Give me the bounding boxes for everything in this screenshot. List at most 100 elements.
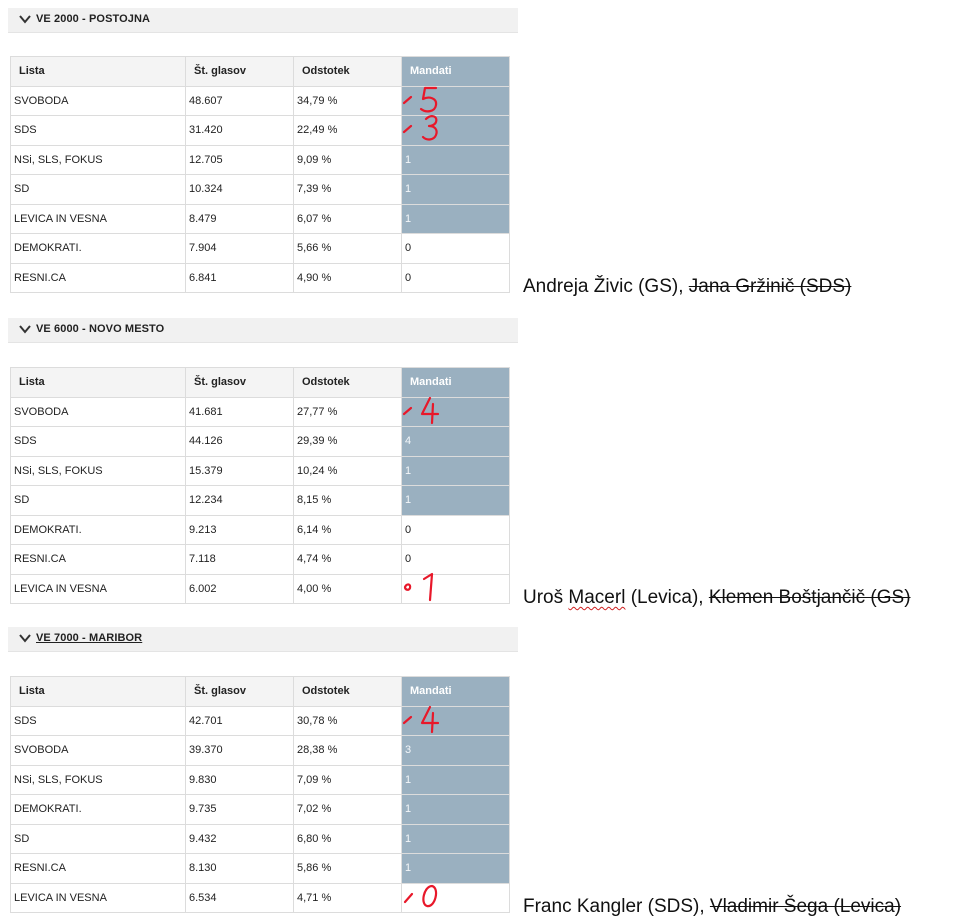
handwritten-mark: 1 (403, 572, 434, 601)
handwritten-mark: 4 (402, 396, 440, 424)
cell-mandati: 1 (401, 823, 510, 854)
cell-lista: SVOBODA (10, 85, 186, 116)
note-spellcheck-word: Macerl (568, 587, 626, 608)
col-header-mandati: Mandati (401, 367, 510, 398)
cell-glasovi: 6.534 (185, 882, 294, 913)
cell-lista: LEVICA IN VESNA (10, 882, 186, 913)
handwritten-mark: 0 (403, 884, 438, 907)
cell-odstotek: 30,78 % (293, 705, 402, 736)
cell-lista: SD (10, 485, 186, 516)
cell-glasovi: 31.420 (185, 115, 294, 146)
note-prefix: Uroš (523, 587, 569, 608)
table-row: SVOBODA 48.607 34,79 % 5 (10, 85, 510, 116)
candidate-note-postojna: Andreja Živic (GS), Jana Gržinič (SDS) (523, 276, 851, 298)
note-name: Franc Kangler (SDS), (523, 896, 710, 917)
cell-glasovi: 44.126 (185, 426, 294, 457)
table-header-row: Lista Št. glasov Odstotek Mandati (10, 367, 510, 398)
cell-odstotek: 4,90 % (293, 262, 402, 293)
cell-mandati: 1 (401, 794, 510, 825)
cell-odstotek: 22,49 % (293, 115, 402, 146)
section-header-postojna[interactable]: VE 2000 - POSTOJNA (8, 8, 518, 33)
col-header-glasovi: Št. glasov (185, 56, 294, 87)
section-title: VE 6000 - NOVO MESTO (36, 323, 165, 335)
cell-glasovi: 7.118 (185, 544, 294, 575)
cell-lista: RESNI.CA (10, 262, 186, 293)
cell-odstotek: 27,77 % (293, 396, 402, 427)
table-header-row: Lista Št. glasov Odstotek Mandati (10, 676, 510, 707)
cell-lista: LEVICA IN VESNA (10, 573, 186, 604)
cell-glasovi: 12.234 (185, 485, 294, 516)
table-row: RESNI.CA 7.118 4,74 % 0 (10, 544, 510, 575)
table-header-row: Lista Št. glasov Odstotek Mandati (10, 56, 510, 87)
cell-mandati: 1 (401, 572, 510, 604)
cell-lista: DEMOKRATI. (10, 794, 186, 825)
table-row: DEMOKRATI. 7.904 5,66 % 0 (10, 233, 510, 264)
col-header-lista: Lista (10, 676, 186, 707)
cell-mandati: 5 (401, 85, 510, 116)
col-header-mandati: Mandati (401, 676, 510, 707)
cell-mandati: 0 (401, 233, 510, 264)
cell-mandati: 0 (401, 882, 510, 913)
cell-glasovi: 6.841 (185, 262, 294, 293)
cell-mandati: 0 (401, 514, 510, 545)
cell-mandati: 1 (401, 853, 510, 884)
cell-mandati: 3 (401, 735, 510, 766)
table-row: LEVICA IN VESNA 6.002 4,00 % 1 (10, 572, 510, 604)
cell-odstotek: 8,15 % (293, 485, 402, 516)
cell-glasovi: 9.735 (185, 794, 294, 825)
chevron-down-icon (19, 634, 31, 643)
cell-glasovi: 7.904 (185, 233, 294, 264)
cell-lista: DEMOKRATI. (10, 233, 186, 264)
cell-lista: SDS (10, 115, 186, 146)
cell-glasovi: 39.370 (185, 735, 294, 766)
table-row: SD 9.432 6,80 % 1 (10, 823, 510, 854)
table-row: NSi, SLS, FOKUS 15.379 10,24 % 1 (10, 455, 510, 486)
cell-odstotek: 7,02 % (293, 794, 402, 825)
col-header-mandati: Mandati (401, 56, 510, 87)
col-header-glasovi: Št. glasov (185, 367, 294, 398)
cell-lista: SDS (10, 705, 186, 736)
cell-mandati: 0 (401, 262, 510, 293)
handwritten-mark: 3 (402, 115, 438, 141)
col-header-lista: Lista (10, 56, 186, 87)
section-title: VE 2000 - POSTOJNA (36, 13, 151, 25)
cell-lista: LEVICA IN VESNA (10, 203, 186, 234)
handwritten-mark: 5 (402, 86, 438, 112)
table-row: LEVICA IN VESNA 8.479 6,07 % 1 (10, 203, 510, 234)
cell-odstotek: 6,07 % (293, 203, 402, 234)
table-row: RESNI.CA 8.130 5,86 % 1 (10, 853, 510, 884)
note-struck-name: Jana Gržinič (SDS) (688, 276, 852, 297)
cell-lista: RESNI.CA (10, 544, 186, 575)
col-header-odstotek: Odstotek (293, 56, 402, 87)
handwritten-mark: 4 (402, 705, 440, 733)
cell-odstotek: 4,00 % (293, 573, 402, 604)
cell-odstotek: 4,71 % (293, 882, 402, 913)
cell-glasovi: 6.002 (185, 573, 294, 604)
table-row: SVOBODA 39.370 28,38 % 3 (10, 735, 510, 766)
cell-glasovi: 10.324 (185, 174, 294, 205)
results-table-maribor: Lista Št. glasov Odstotek Mandati SDS 42… (10, 676, 510, 913)
cell-lista: SDS (10, 426, 186, 457)
cell-mandati: 4 (401, 396, 510, 427)
cell-lista: NSi, SLS, FOKUS (10, 455, 186, 486)
cell-odstotek: 10,24 % (293, 455, 402, 486)
table-row: SD 10.324 7,39 % 1 (10, 174, 510, 205)
cell-odstotek: 6,14 % (293, 514, 402, 545)
cell-glasovi: 8.130 (185, 853, 294, 884)
results-table-postojna: Lista Št. glasov Odstotek Mandati SVOBOD… (10, 56, 510, 293)
cell-odstotek: 9,09 % (293, 144, 402, 175)
cell-mandati: 3 (401, 115, 510, 146)
section-header-maribor[interactable]: VE 7000 - MARIBOR (8, 627, 518, 652)
cell-lista: SVOBODA (10, 396, 186, 427)
cell-lista: NSi, SLS, FOKUS (10, 144, 186, 175)
table-row: SDS 44.126 29,39 % 4 (10, 426, 510, 457)
section-header-novo-mesto[interactable]: VE 6000 - NOVO MESTO (8, 318, 518, 343)
cell-mandati: 1 (401, 144, 510, 175)
note-name: Andreja Živic (GS), (523, 276, 689, 297)
table-row: DEMOKRATI. 9.213 6,14 % 0 (10, 514, 510, 545)
cell-odstotek: 34,79 % (293, 85, 402, 116)
cell-odstotek: 29,39 % (293, 426, 402, 457)
cell-lista: SVOBODA (10, 735, 186, 766)
cell-mandati: 1 (401, 174, 510, 205)
table-row: SVOBODA 41.681 27,77 % 4 (10, 396, 510, 427)
